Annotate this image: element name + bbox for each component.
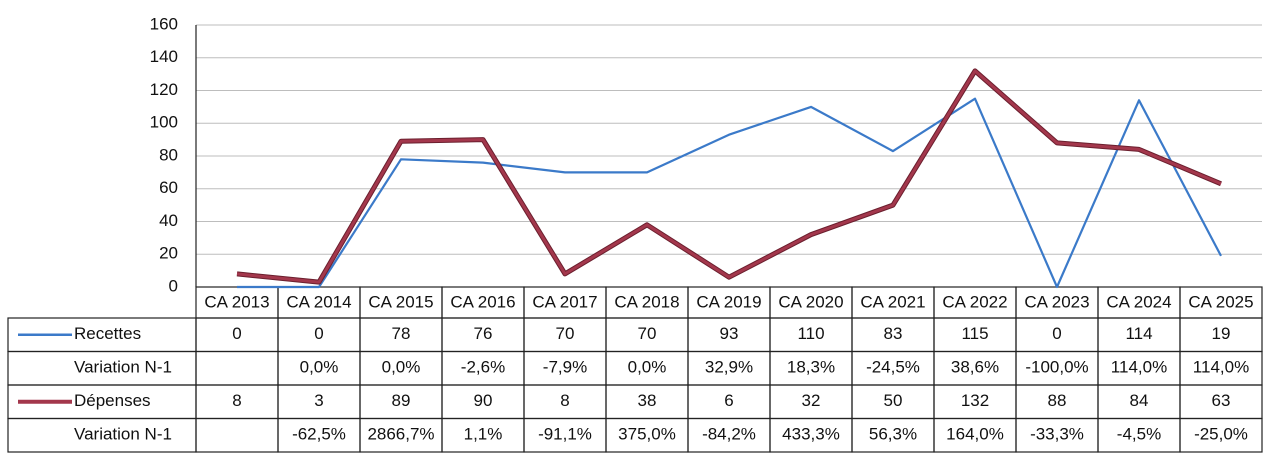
value-cell: 19: [1212, 324, 1231, 343]
value-cell: 70: [638, 324, 657, 343]
variation-cell: 375,0%: [618, 425, 676, 444]
y-tick-label: 40: [159, 211, 178, 230]
y-tick-label: 140: [150, 47, 178, 66]
value-cell: 0: [1052, 324, 1061, 343]
variation-cell: -91,1%: [538, 425, 592, 444]
variation-cell: 38,6%: [951, 358, 999, 377]
x-tick-label: CA 2017: [532, 292, 597, 311]
variation-cell: 1,1%: [464, 425, 503, 444]
value-cell: 84: [1130, 391, 1149, 410]
variation-cell: -84,2%: [702, 425, 756, 444]
y-tick-label: 0: [169, 276, 178, 295]
variation-cell: -100,0%: [1025, 358, 1088, 377]
variation-cell: -24,5%: [866, 358, 920, 377]
row-label: Variation N-1: [74, 358, 172, 377]
variation-cell: 0,0%: [300, 358, 339, 377]
value-cell: 50: [884, 391, 903, 410]
value-cell: 6: [724, 391, 733, 410]
variation-cell: -33,3%: [1030, 425, 1084, 444]
x-tick-label: CA 2013: [204, 292, 269, 311]
variation-cell: 164,0%: [946, 425, 1004, 444]
value-cell: 8: [232, 391, 241, 410]
x-tick-label: CA 2018: [614, 292, 679, 311]
x-tick-label: CA 2022: [942, 292, 1007, 311]
variation-cell: -4,5%: [1117, 425, 1161, 444]
variation-cell: 2866,7%: [367, 425, 434, 444]
value-cell: 32: [802, 391, 821, 410]
value-cell: 110: [797, 324, 824, 343]
table-cell: [1179, 417, 1263, 453]
variation-cell: 114,0%: [1111, 358, 1167, 377]
x-tick-label: CA 2021: [860, 292, 925, 311]
variation-cell: 114,0%: [1193, 358, 1249, 377]
value-cell: 114: [1125, 324, 1152, 343]
legend-label: Dépenses: [74, 391, 151, 410]
x-tick-label: CA 2020: [778, 292, 843, 311]
variation-cell: -62,5%: [292, 425, 346, 444]
value-cell: 83: [884, 324, 903, 343]
variation-cell: 56,3%: [869, 425, 917, 444]
row-label: Variation N-1: [74, 425, 172, 444]
value-cell: 0: [232, 324, 241, 343]
variation-cell: -7,9%: [543, 358, 587, 377]
table-cell: [195, 350, 279, 386]
value-cell: 63: [1212, 391, 1231, 410]
value-cell: 132: [961, 391, 989, 410]
variation-cell: -25,0%: [1194, 425, 1248, 444]
y-tick-label: 60: [159, 178, 178, 197]
value-cell: 76: [474, 324, 493, 343]
value-cell: 38: [638, 391, 657, 410]
value-cell: 93: [720, 324, 739, 343]
variation-cell: 0,0%: [628, 358, 667, 377]
series-line: [236, 69, 1222, 284]
y-tick-label: 120: [150, 80, 178, 99]
value-cell: 90: [474, 391, 493, 410]
x-tick-label: CA 2016: [450, 292, 515, 311]
value-cell: 8: [560, 391, 569, 410]
value-cell: 78: [392, 324, 411, 343]
x-tick-label: CA 2024: [1106, 292, 1171, 311]
y-tick-label: 80: [159, 145, 178, 164]
value-cell: 88: [1048, 391, 1067, 410]
x-tick-label: CA 2023: [1024, 292, 1089, 311]
series-line: [237, 97, 1222, 289]
variation-cell: 18,3%: [787, 358, 835, 377]
y-tick-label: 100: [150, 113, 178, 132]
value-cell: 0: [314, 324, 323, 343]
legend-label: Recettes: [74, 324, 141, 343]
table-cell: [195, 417, 279, 453]
variation-cell: -2,6%: [461, 358, 505, 377]
value-cell: 70: [556, 324, 575, 343]
x-tick-label: CA 2014: [286, 292, 351, 311]
y-tick-label: 20: [159, 244, 178, 263]
value-cell: 115: [961, 324, 988, 343]
y-tick-label: 160: [150, 14, 178, 33]
variation-cell: 0,0%: [382, 358, 421, 377]
x-tick-label: CA 2025: [1188, 292, 1253, 311]
variation-cell: 433,3%: [782, 425, 840, 444]
x-tick-label: CA 2015: [368, 292, 433, 311]
variation-cell: 32,9%: [705, 358, 753, 377]
x-tick-label: CA 2019: [696, 292, 761, 311]
value-cell: 89: [392, 391, 411, 410]
value-cell: 3: [314, 391, 323, 410]
